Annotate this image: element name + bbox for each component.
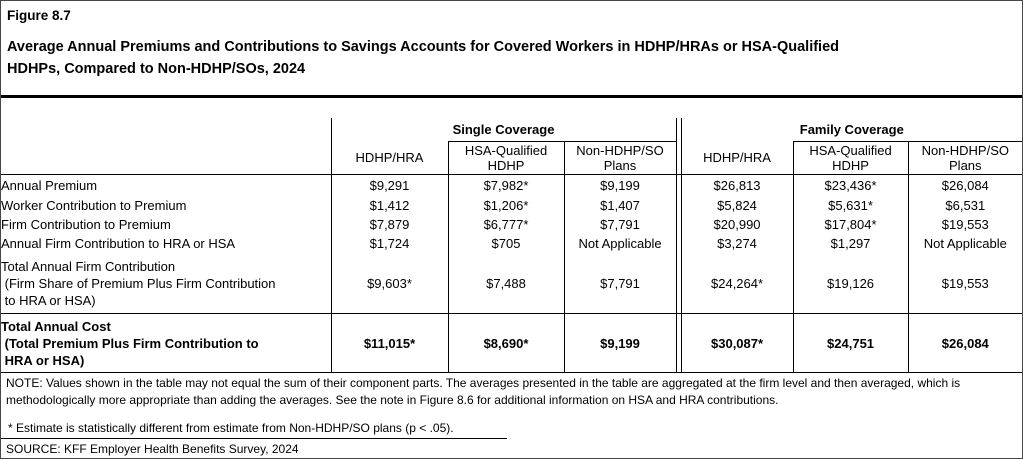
value-cell: $26,813	[713, 177, 761, 193]
row-annual-premium: Annual Premium $9,291 $7,982* $9,199 $26…	[1, 174, 1022, 195]
value-cell: $3,274	[717, 236, 757, 251]
value-cell: $9,199	[563, 313, 677, 373]
row-annual-firm-contribution-hra-hsa: Annual Firm Contribution to HRA or HSA $…	[1, 234, 1022, 253]
value-cell: $1,407	[563, 195, 677, 215]
value-cell: $24,751	[792, 313, 909, 373]
group-header-family: Family Coverage	[799, 122, 904, 137]
row-firm-contribution: Firm Contribution to Premium $7,879 $6,7…	[1, 215, 1022, 234]
value-cell: $20,990	[713, 217, 761, 232]
group-spacer	[675, 253, 682, 314]
value-cell: $7,791	[563, 253, 677, 314]
column-header-single-hdhp-hra: HDHP/HRA	[330, 141, 448, 175]
row-total-annual-cost: Total Annual Cost (Total Premium Plus Fi…	[1, 313, 1022, 373]
row-label: Total Annual Firm Contribution (Firm Sha…	[1, 258, 276, 308]
source-text: SOURCE: KFF Employer Health Benefits Sur…	[6, 442, 299, 456]
value-cell: $7,982*	[447, 174, 564, 195]
significance-divider	[1, 438, 507, 439]
note-text: NOTE: Values shown in the table may not …	[6, 376, 961, 407]
value-cell: $19,126	[792, 253, 909, 314]
value-cell: $5,631*	[792, 195, 909, 215]
significance-note: * Estimate is statistically different fr…	[8, 421, 454, 435]
column-header-family-hsa-qualified: HSA-Qualified HDHP	[792, 141, 909, 175]
row-label: Annual Firm Contribution to HRA or HSA	[1, 236, 236, 251]
value-cell: Not Applicable	[907, 234, 1022, 253]
group-spacer	[675, 313, 682, 373]
row-label: Worker Contribution to Premium	[1, 197, 187, 213]
value-cell: $6,777*	[447, 215, 564, 234]
value-cell: $17,804*	[792, 215, 909, 234]
group-header-single: Single Coverage	[330, 118, 677, 142]
value-cell: $19,553	[907, 253, 1022, 314]
value-cell: $9,603*	[330, 253, 448, 314]
group-spacer	[675, 118, 682, 142]
group-spacer	[675, 195, 682, 215]
value-cell: $11,015*	[330, 313, 448, 373]
value-cell: $19,553	[907, 215, 1022, 234]
value-cell: $7,488	[447, 253, 564, 314]
value-cell: $6,531	[907, 195, 1022, 215]
value-cell: $26,084	[907, 313, 1022, 373]
row-label: Annual Premium	[1, 177, 98, 193]
value-cell: $30,087*	[681, 313, 794, 373]
row-label: Firm Contribution to Premium	[1, 217, 171, 232]
value-cell: $705	[447, 234, 564, 253]
column-header-single-hsa-qualified: HSA-Qualified HDHP	[447, 141, 564, 175]
row-total-annual-firm-contribution: Total Annual Firm Contribution (Firm Sha…	[1, 253, 1022, 314]
value-cell: $8,690*	[447, 313, 564, 373]
group-spacer	[675, 215, 682, 234]
value-cell: $1,297	[792, 234, 909, 253]
value-cell: $23,436*	[792, 174, 909, 195]
column-header-row: HDHP/HRA HSA-Qualified HDHP Non-HDHP/SO …	[1, 141, 1022, 175]
value-cell: $9,291	[330, 174, 448, 195]
group-header-row: Single Coverage Family Coverage	[1, 118, 1022, 142]
row-worker-contribution: Worker Contribution to Premium $1,412 $1…	[1, 195, 1022, 215]
value-cell: $24,264*	[711, 275, 764, 291]
column-header-family-non-hdhp: Non-HDHP/SO Plans	[907, 141, 1022, 175]
group-spacer	[675, 174, 682, 195]
value-cell: $26,084	[907, 174, 1022, 195]
value-cell: $7,791	[563, 215, 677, 234]
value-cell: $5,824	[717, 197, 757, 213]
value-cell: Not Applicable	[563, 234, 677, 253]
premiums-table: Single Coverage Family Coverage HDHP/HRA…	[1, 118, 1022, 373]
value-cell: $9,199	[563, 174, 677, 195]
column-header-family-hdhp-hra: HDHP/HRA	[680, 141, 794, 175]
row-label: Total Annual Cost (Total Premium Plus Fi…	[1, 313, 331, 373]
figure-number: Figure 8.7	[7, 8, 71, 23]
header-corner-cell	[1, 141, 331, 175]
value-cell: $7,879	[330, 215, 448, 234]
column-header-single-non-hdhp: Non-HDHP/SO Plans	[563, 141, 677, 175]
header-corner-cell	[1, 118, 331, 142]
value-cell: $1,724	[330, 234, 448, 253]
value-cell: $1,412	[330, 195, 448, 215]
group-spacer	[675, 234, 682, 253]
title-divider	[1, 95, 1022, 98]
figure-title: Average Annual Premiums and Contribution…	[7, 39, 840, 77]
value-cell: $1,206*	[447, 195, 564, 215]
